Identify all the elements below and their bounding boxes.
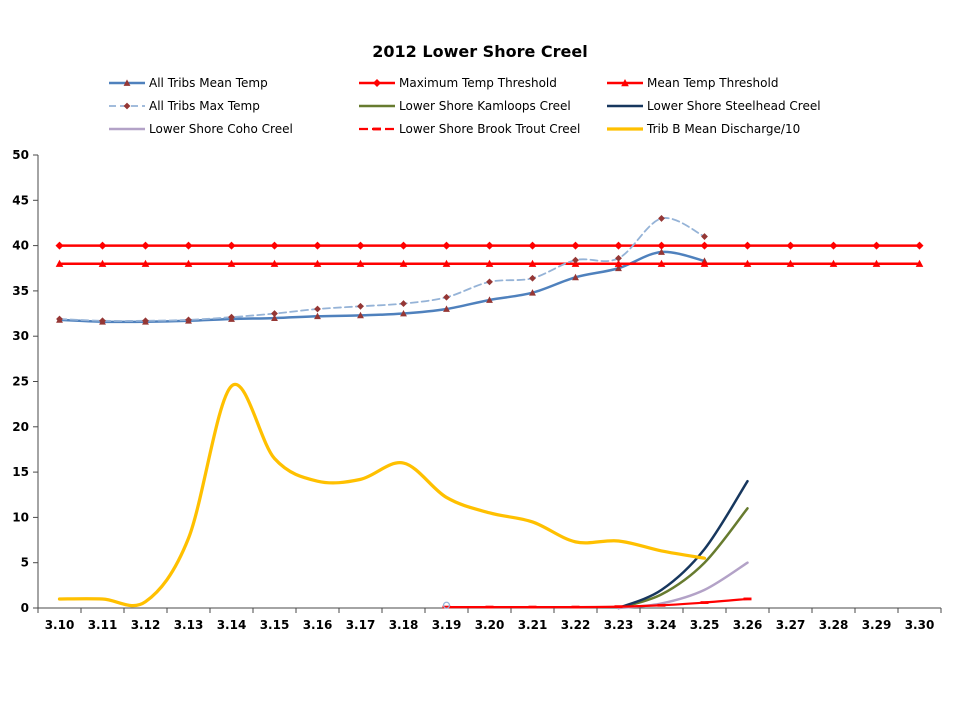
series-lower-shore-kamloops-creel bbox=[617, 507, 749, 610]
series-line bbox=[58, 217, 706, 322]
legend-item-lower-shore-steelhead-creel: Lower Shore Steelhead Creel bbox=[606, 99, 866, 113]
x-tick-label: 3.25 bbox=[690, 618, 720, 632]
x-tick-label: 3.23 bbox=[604, 618, 634, 632]
legend-label: Lower Shore Steelhead Creel bbox=[647, 99, 821, 113]
legend-line-sample bbox=[607, 127, 643, 131]
chart-title: 2012 Lower Shore Creel bbox=[372, 42, 588, 61]
y-tick-label: 10 bbox=[12, 510, 29, 524]
legend-label: All Tribs Mean Temp bbox=[149, 76, 268, 90]
y-tick-label: 20 bbox=[12, 420, 29, 434]
legend-label: Trib B Mean Discharge/10 bbox=[647, 122, 801, 136]
x-tick-label: 3.24 bbox=[647, 618, 677, 632]
x-tick-label: 3.15 bbox=[260, 618, 290, 632]
x-tick-label: 3.14 bbox=[217, 618, 247, 632]
series-lower-shore-brook-trout-creel bbox=[442, 597, 752, 609]
legend-line-sample bbox=[359, 127, 395, 131]
legend-item-all-tribs-mean-temp: All Tribs Mean Temp bbox=[108, 76, 358, 90]
chart-legend: All Tribs Mean Temp Maximum Temp Threshol… bbox=[108, 76, 866, 136]
legend-label: Lower Shore Kamloops Creel bbox=[399, 99, 571, 113]
legend-line-sample bbox=[109, 102, 145, 110]
y-tick-label: 25 bbox=[12, 375, 29, 389]
x-tick-label: 3.16 bbox=[303, 618, 333, 632]
legend-item-lower-shore-kamloops-creel: Lower Shore Kamloops Creel bbox=[358, 99, 606, 113]
legend-line-sample bbox=[359, 104, 395, 108]
y-tick-label: 15 bbox=[12, 465, 29, 479]
x-tick-label: 3.28 bbox=[819, 618, 849, 632]
x-tick-label: 3.18 bbox=[389, 618, 419, 632]
y-tick-label: 50 bbox=[12, 148, 29, 162]
x-tick-label: 3.13 bbox=[174, 618, 204, 632]
legend-item-maximum-temp-threshold: Maximum Temp Threshold bbox=[358, 76, 606, 90]
y-tick-label: 30 bbox=[12, 329, 29, 343]
x-tick-label: 3.20 bbox=[475, 618, 505, 632]
annotation-open-circle bbox=[442, 601, 451, 609]
series-line bbox=[617, 507, 749, 610]
x-tick-label: 3.17 bbox=[346, 618, 376, 632]
legend-line-sample bbox=[607, 104, 643, 108]
x-tick-label: 3.12 bbox=[131, 618, 161, 632]
x-tick-label: 3.29 bbox=[862, 618, 892, 632]
x-tick-label: 3.30 bbox=[905, 618, 935, 632]
y-tick-label: 5 bbox=[21, 556, 29, 570]
series-all-tribs-max-temp bbox=[56, 215, 708, 325]
legend-line-sample bbox=[607, 79, 643, 87]
series-maximum-temp-threshold bbox=[55, 241, 924, 250]
legend-item-mean-temp-threshold: Mean Temp Threshold bbox=[606, 76, 866, 90]
legend-label: Lower Shore Brook Trout Creel bbox=[399, 122, 581, 136]
x-tick-label: 3.21 bbox=[518, 618, 548, 632]
legend-label: All Tribs Max Temp bbox=[149, 99, 260, 113]
y-tick-label: 35 bbox=[12, 284, 29, 298]
x-tick-label: 3.11 bbox=[88, 618, 118, 632]
series-line bbox=[617, 479, 749, 610]
y-tick-label: 45 bbox=[12, 193, 29, 207]
series-line bbox=[58, 250, 706, 324]
x-tick-label: 3.10 bbox=[45, 618, 75, 632]
legend-item-all-tribs-max-temp: All Tribs Max Temp bbox=[108, 99, 358, 113]
series-all-tribs-mean-temp bbox=[56, 248, 708, 325]
series-mean-temp-threshold bbox=[55, 259, 924, 267]
y-tick-label: 0 bbox=[21, 601, 29, 615]
legend-line-sample bbox=[109, 127, 145, 131]
legend-label: Maximum Temp Threshold bbox=[399, 76, 557, 90]
series-trib-b-mean-discharge-10 bbox=[57, 382, 707, 608]
legend-line-sample bbox=[109, 79, 145, 86]
legend-item-lower-shore-coho-creel: Lower Shore Coho Creel bbox=[108, 122, 358, 136]
x-tick-label: 3.27 bbox=[776, 618, 806, 632]
x-tick-label: 3.19 bbox=[432, 618, 462, 632]
legend-label: Mean Temp Threshold bbox=[647, 76, 779, 90]
x-tick-label: 3.26 bbox=[733, 618, 763, 632]
x-tick-label: 3.22 bbox=[561, 618, 591, 632]
y-tick-label: 40 bbox=[12, 239, 29, 253]
legend-line-sample bbox=[359, 79, 395, 87]
series-lower-shore-steelhead-creel bbox=[617, 479, 749, 610]
legend-item-trib-b-mean-discharge-10: Trib B Mean Discharge/10 bbox=[606, 122, 866, 136]
legend-label: Lower Shore Coho Creel bbox=[149, 122, 293, 136]
legend-item-lower-shore-brook-trout-creel: Lower Shore Brook Trout Creel bbox=[358, 122, 606, 136]
series-line bbox=[57, 382, 707, 608]
